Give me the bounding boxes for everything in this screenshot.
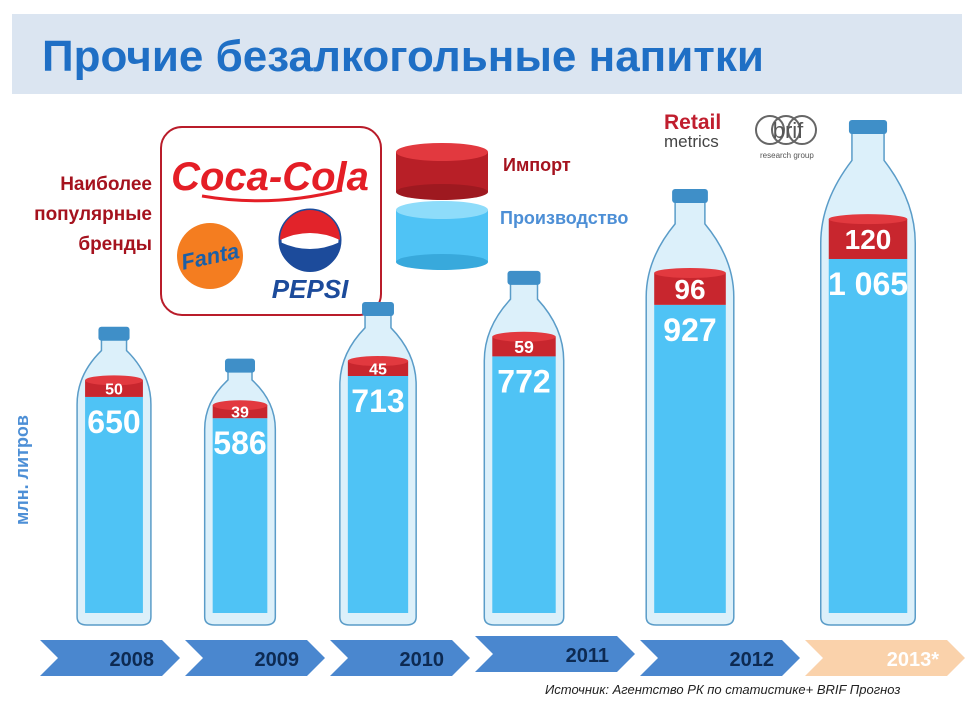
x-tick-label: 2008 [110, 649, 155, 671]
import-bar [492, 336, 556, 357]
x-tick-label: 2011 [566, 645, 609, 667]
x-tick-label: 2009 [255, 649, 300, 671]
brif-logo: brif research group [748, 108, 830, 163]
x-tick-label: 2013* [887, 649, 939, 671]
brand-logos: Coca-Cola Fanta PEPSI [171, 155, 369, 304]
legend-import-swatch [396, 143, 488, 200]
bottle-cap [848, 120, 888, 134]
year-arrow [185, 640, 325, 676]
page-title: Прочие безалкогольные напитки [42, 32, 764, 81]
production-bar [212, 418, 268, 613]
legend-icons [396, 143, 488, 270]
source-note: Источник: Агентство РК по статистике+ BR… [545, 682, 901, 697]
bottle-cap [98, 326, 130, 341]
brand-logos-box: Coca-Cola Fanta PEPSI [160, 126, 382, 316]
year-arrow [40, 640, 180, 676]
legend-production-label: Производство [500, 208, 629, 228]
production-value-label: 927 [663, 312, 716, 348]
import-value-label: 50 [105, 381, 123, 398]
production-bar [828, 258, 908, 613]
import-value-label: 59 [514, 337, 534, 357]
production-value-label: 1 065 [828, 266, 908, 302]
year-arrow [475, 636, 635, 672]
production-bar [347, 375, 409, 613]
pepsi-logo: PEPSI [272, 274, 349, 304]
coca-cola-swoosh [201, 188, 343, 203]
bottle-cap [224, 358, 256, 373]
retail-metrics-logo: Retail metrics [664, 111, 722, 151]
legend-production-swatch [396, 201, 488, 270]
import-bar [828, 219, 908, 259]
year-arrow [640, 640, 800, 676]
production-bar [492, 356, 556, 613]
bottle-2013*: 120 1 065 [820, 120, 916, 626]
production-bar [654, 304, 726, 613]
import-value-label: 39 [231, 404, 249, 421]
import-bar [654, 272, 726, 305]
svg-text:brif: brif [773, 118, 804, 143]
production-bar [85, 396, 143, 613]
bottle-cap [672, 189, 708, 204]
year-arrow [805, 640, 965, 676]
title-bar: Прочие безалкогольные напитки [12, 14, 962, 94]
x-tick-label: 2010 [400, 649, 445, 671]
fanta-logo-circle [177, 223, 243, 289]
bottle-cap [507, 270, 541, 285]
production-value-label: 772 [497, 363, 550, 399]
x-tick-label: 2012 [730, 649, 775, 671]
production-value-label: 713 [351, 383, 404, 419]
import-value-label: 120 [845, 224, 892, 255]
production-value-label: 586 [213, 425, 266, 461]
bottle-cap [362, 301, 394, 316]
production-value-label: 650 [87, 404, 140, 440]
year-arrow [330, 640, 470, 676]
brands-label: Наиболее популярные бренды [34, 174, 152, 255]
legend-import-label: Импорт [503, 155, 571, 175]
import-value-label: 96 [674, 274, 705, 305]
import-value-label: 45 [369, 361, 387, 378]
